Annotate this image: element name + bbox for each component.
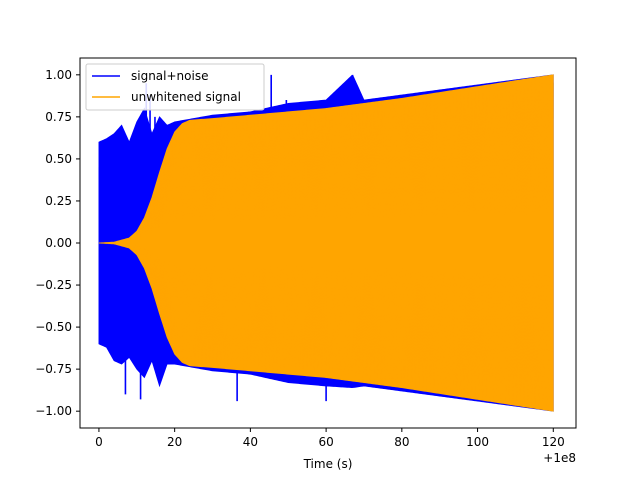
series-layer — [98, 74, 554, 412]
y-tick-label-1: −0.75 — [35, 362, 72, 376]
y-tick-label-0: −1.00 — [35, 404, 72, 418]
legend-label-signal-noise: signal+noise — [131, 69, 208, 83]
y-tick-label-4: 0.00 — [45, 236, 72, 250]
legend: signal+noise unwhitened signal — [85, 63, 265, 111]
y-tick-label-3: −0.25 — [35, 278, 72, 292]
x-offset-label: +1e8 — [543, 451, 576, 465]
y-tick-label-6: 0.50 — [45, 152, 72, 166]
legend-box — [85, 63, 265, 111]
series-1-line — [98, 75, 554, 410]
x-tick-label-4: 80 — [394, 435, 409, 449]
ticks-layer: 0 20 40 60 80 100 120 −1.00 −0.75 −0.50 −0.25 0.00 0… — [35, 68, 565, 449]
x-tick-label-6: 120 — [542, 435, 565, 449]
x-tick-label-0: 0 — [95, 435, 103, 449]
x-tick-label-3: 60 — [318, 435, 333, 449]
x-tick-label-1: 20 — [167, 435, 182, 449]
legend-label-unwhitened-signal: unwhitened signal — [131, 90, 241, 104]
x-axis-label: Time (s) — [303, 457, 353, 471]
x-tick-label-2: 40 — [243, 435, 258, 449]
y-tick-label-2: −0.50 — [35, 320, 72, 334]
y-tick-label-8: 1.00 — [45, 68, 72, 82]
y-tick-label-7: 0.75 — [45, 110, 72, 124]
y-tick-label-5: 0.25 — [45, 194, 72, 208]
x-tick-label-5: 100 — [466, 435, 489, 449]
